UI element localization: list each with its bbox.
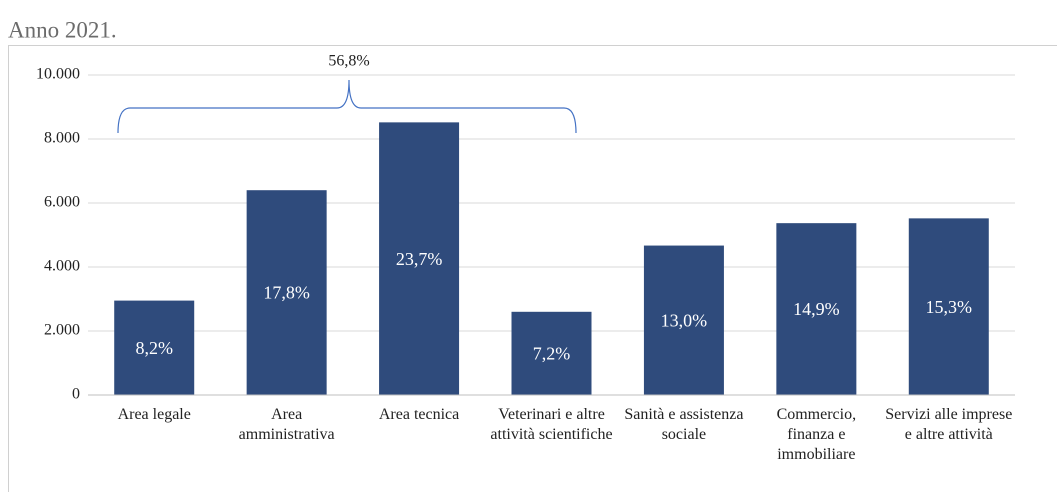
bar-label: 15,3% (926, 297, 973, 317)
bar (379, 122, 460, 396)
x-tick-label: Servizi alle imprese e altre attività (885, 406, 1013, 443)
bar (643, 245, 724, 395)
bar (908, 218, 989, 395)
bar (114, 300, 195, 395)
x-tick-label: Area amministrativa (238, 406, 335, 443)
bar-label: 13,0% (661, 310, 708, 330)
y-tick-label: 2.000 (44, 322, 80, 339)
bar-label: 23,7% (396, 249, 443, 269)
y-tick-label: 6.000 (44, 194, 80, 211)
bracket (117, 79, 577, 134)
chart-frame (8, 45, 1057, 492)
bar (246, 190, 327, 395)
bar-label: 7,2% (533, 344, 571, 364)
annotation: 56,8% (328, 53, 369, 70)
chart-title: Anno 2021. (8, 17, 117, 42)
bar (511, 311, 592, 395)
bar-label: 8,2% (135, 338, 173, 358)
x-tick-label: Commercio, finanza e immobiliare (776, 406, 857, 463)
y-tick-label: 4.000 (44, 258, 80, 275)
x-tick-label: Sanità e assistenza sociale (624, 406, 744, 443)
bar-label: 14,9% (793, 299, 840, 319)
y-tick-label: 8.000 (44, 130, 80, 147)
bar-label: 17,8% (263, 283, 310, 303)
bar (776, 223, 857, 395)
y-tick-label: 10.000 (36, 66, 80, 83)
x-tick-label: Veterinari e altre attività scientifiche (490, 406, 613, 443)
y-tick-label: 0 (72, 386, 80, 403)
x-tick-label: Area tecnica (378, 406, 460, 423)
x-tick-label: Area legale (117, 406, 191, 423)
